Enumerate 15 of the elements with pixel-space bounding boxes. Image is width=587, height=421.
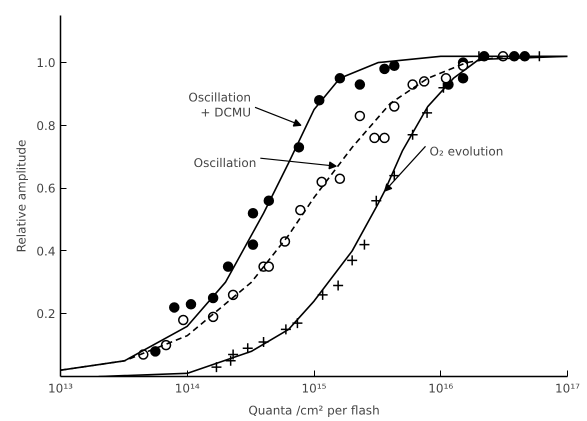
annotation: Oscillation [194, 156, 256, 170]
x-tick-label: 10¹⁷ [555, 382, 580, 396]
x-tick-label: 10¹⁴ [174, 382, 200, 396]
y-tick-label: 0.2 [36, 307, 56, 322]
y-axis-title: Relative amplitude [14, 140, 28, 252]
x-tick-label: 10¹⁶ [428, 382, 454, 396]
x-tick-label: 10¹⁵ [302, 382, 327, 396]
annotation: O₂ evolution [430, 144, 504, 158]
annotation: Oscillation + DCMU [188, 90, 252, 120]
x-axis-title: Quanta /cm² per flash [248, 404, 380, 418]
y-tick-label: 0.6 [36, 182, 56, 196]
y-tick-label: 0.8 [36, 118, 56, 133]
y-tick-label: 0.4 [36, 244, 56, 258]
x-tick-label: 10¹³ [48, 382, 74, 396]
y-tick-label: 1.0 [36, 56, 56, 70]
